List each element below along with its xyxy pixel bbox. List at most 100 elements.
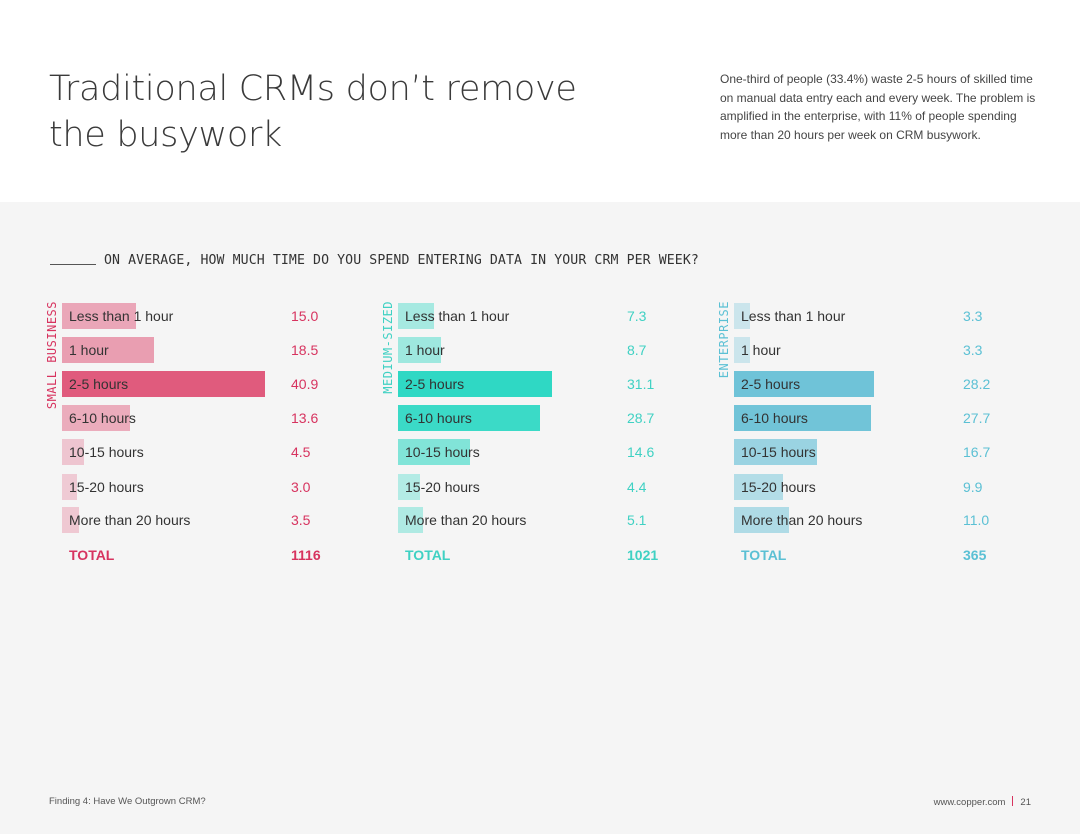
- question-rule: [50, 264, 96, 265]
- bar: [734, 474, 783, 500]
- bar: [398, 474, 420, 500]
- value-label: 3.0: [291, 479, 311, 495]
- category-label: 1 hour: [69, 342, 109, 358]
- segment-label-text: SMALL BUSINESS: [45, 301, 59, 410]
- bar-row-10-15-hours: 10-15 hours 16.7: [734, 439, 1014, 465]
- bar-row-15-20-hours: 15-20 hours 3.0: [62, 474, 342, 500]
- footer-site-link[interactable]: www.copper.com: [933, 797, 1006, 808]
- segment-label-text: ENTERPRISE: [717, 301, 731, 379]
- category-label: 2-5 hours: [69, 376, 129, 392]
- footer-right: www.copper.com 21: [934, 796, 1031, 808]
- bar-row-more-than-20-hours: More than 20 hours 3.5: [62, 507, 342, 533]
- page-title-line-2: the busywork: [49, 115, 283, 155]
- bar-row-6-10-hours: 6-10 hours 13.6: [62, 405, 342, 431]
- value-label: 3.3: [963, 308, 983, 324]
- category-label: Less than 1 hour: [405, 308, 510, 324]
- bar: [62, 405, 130, 431]
- bar: [398, 439, 470, 465]
- bar-row-more-than-20-hours: More than 20 hours 5.1: [398, 507, 678, 533]
- chart-enterprise: ENTERPRISE Less than 1 hour 3.3 1 hour 3.3 2-…: [717, 299, 1018, 574]
- value-label: 13.6: [291, 410, 319, 426]
- category-label: 15-20 hours: [69, 479, 144, 495]
- total-row: TOTAL 1021: [398, 542, 678, 568]
- bar: [62, 337, 154, 363]
- value-label: 40.9: [291, 376, 319, 392]
- bar-row-less-than-1-hour: Less than 1 hour 7.3: [398, 303, 678, 329]
- total-value: 1021: [627, 547, 659, 563]
- bar-row-1-hour: 1 hour 3.3: [734, 337, 1014, 363]
- chart-panel: [0, 202, 1080, 834]
- bar-row-15-20-hours: 15-20 hours 9.9: [734, 474, 1014, 500]
- value-label: 7.3: [627, 308, 647, 324]
- bar-row-more-than-20-hours: More than 20 hours 11.0: [734, 507, 1014, 533]
- category-label: 2-5 hours: [405, 376, 465, 392]
- bar: [398, 405, 540, 431]
- bar-row-10-15-hours: 10-15 hours 4.5: [62, 439, 342, 465]
- bar: [734, 337, 750, 363]
- category-label: 15-20 hours: [741, 479, 816, 495]
- category-label: Less than 1 hour: [741, 308, 846, 324]
- value-label: 15.0: [291, 308, 319, 324]
- bar: [734, 303, 750, 329]
- value-label: 31.1: [627, 376, 655, 392]
- bar: [398, 507, 423, 533]
- bar: [734, 371, 874, 397]
- intro-paragraph: One-third of people (33.4%) waste 2-5 ho…: [720, 72, 1036, 142]
- bar-row-10-15-hours: 10-15 hours 14.6: [398, 439, 678, 465]
- value-label: 28.7: [627, 410, 655, 426]
- category-label: 6-10 hours: [741, 410, 808, 426]
- value-label: 8.7: [627, 342, 647, 358]
- value-label: 3.5: [291, 512, 311, 528]
- bar: [62, 439, 84, 465]
- category-label: 10-15 hours: [405, 444, 480, 460]
- category-label: More than 20 hours: [741, 512, 863, 528]
- segment-label-text: MEDIUM-SIZED: [381, 301, 395, 394]
- segment-label: MEDIUM-SIZED: [381, 301, 395, 421]
- bar: [398, 303, 434, 329]
- category-label: 1 hour: [741, 342, 781, 358]
- value-label: 5.1: [627, 512, 647, 528]
- footer-separator: [1012, 796, 1014, 806]
- total-row: TOTAL 1116: [62, 542, 342, 568]
- value-label: 4.4: [627, 479, 647, 495]
- survey-question: ON AVERAGE, HOW MUCH TIME DO YOU SPEND E…: [104, 253, 699, 268]
- total-row: TOTAL 365: [734, 542, 1014, 568]
- bar-row-less-than-1-hour: Less than 1 hour 15.0: [62, 303, 342, 329]
- category-label: 1 hour: [405, 342, 445, 358]
- total-value: 365: [963, 547, 987, 563]
- total-value: 1116: [291, 547, 321, 563]
- bar-row-1-hour: 1 hour 8.7: [398, 337, 678, 363]
- chart-small-business: SMALL BUSINESS Less than 1 hour 15.0 1 hour…: [45, 299, 346, 574]
- bar: [62, 371, 265, 397]
- value-label: 28.2: [963, 376, 991, 392]
- bar-row-1-hour: 1 hour 18.5: [62, 337, 342, 363]
- category-label: 10-15 hours: [741, 444, 816, 460]
- value-label: 11.0: [963, 512, 990, 528]
- bar: [62, 474, 77, 500]
- value-label: 9.9: [963, 479, 983, 495]
- bar: [398, 337, 441, 363]
- footer-finding: Finding 4: Have We Outgrown CRM?: [49, 796, 206, 807]
- value-label: 14.6: [627, 444, 655, 460]
- category-label: More than 20 hours: [69, 512, 191, 528]
- category-label: 10-15 hours: [69, 444, 144, 460]
- bar: [734, 405, 871, 431]
- bar-row-15-20-hours: 15-20 hours 4.4: [398, 474, 678, 500]
- category-label: 2-5 hours: [741, 376, 801, 392]
- segment-label: SMALL BUSINESS: [45, 301, 59, 421]
- category-label: More than 20 hours: [405, 512, 527, 528]
- bar: [62, 303, 136, 329]
- bar-row-2-5-hours: 2-5 hours 40.9: [62, 371, 342, 397]
- header-section: Traditional CRMs don’t remove the busywo…: [0, 0, 1080, 202]
- bar-row-6-10-hours: 6-10 hours 28.7: [398, 405, 678, 431]
- total-label: TOTAL: [741, 547, 787, 563]
- page-number: 21: [1020, 797, 1031, 808]
- value-label: 4.5: [291, 444, 311, 460]
- bar: [734, 439, 817, 465]
- bar-row-less-than-1-hour: Less than 1 hour 3.3: [734, 303, 1014, 329]
- bar-row-6-10-hours: 6-10 hours 27.7: [734, 405, 1014, 431]
- page-title: Traditional CRMs don’t remove the busywo…: [49, 66, 609, 158]
- value-label: 3.3: [963, 342, 983, 358]
- category-label: 6-10 hours: [405, 410, 472, 426]
- value-label: 18.5: [291, 342, 319, 358]
